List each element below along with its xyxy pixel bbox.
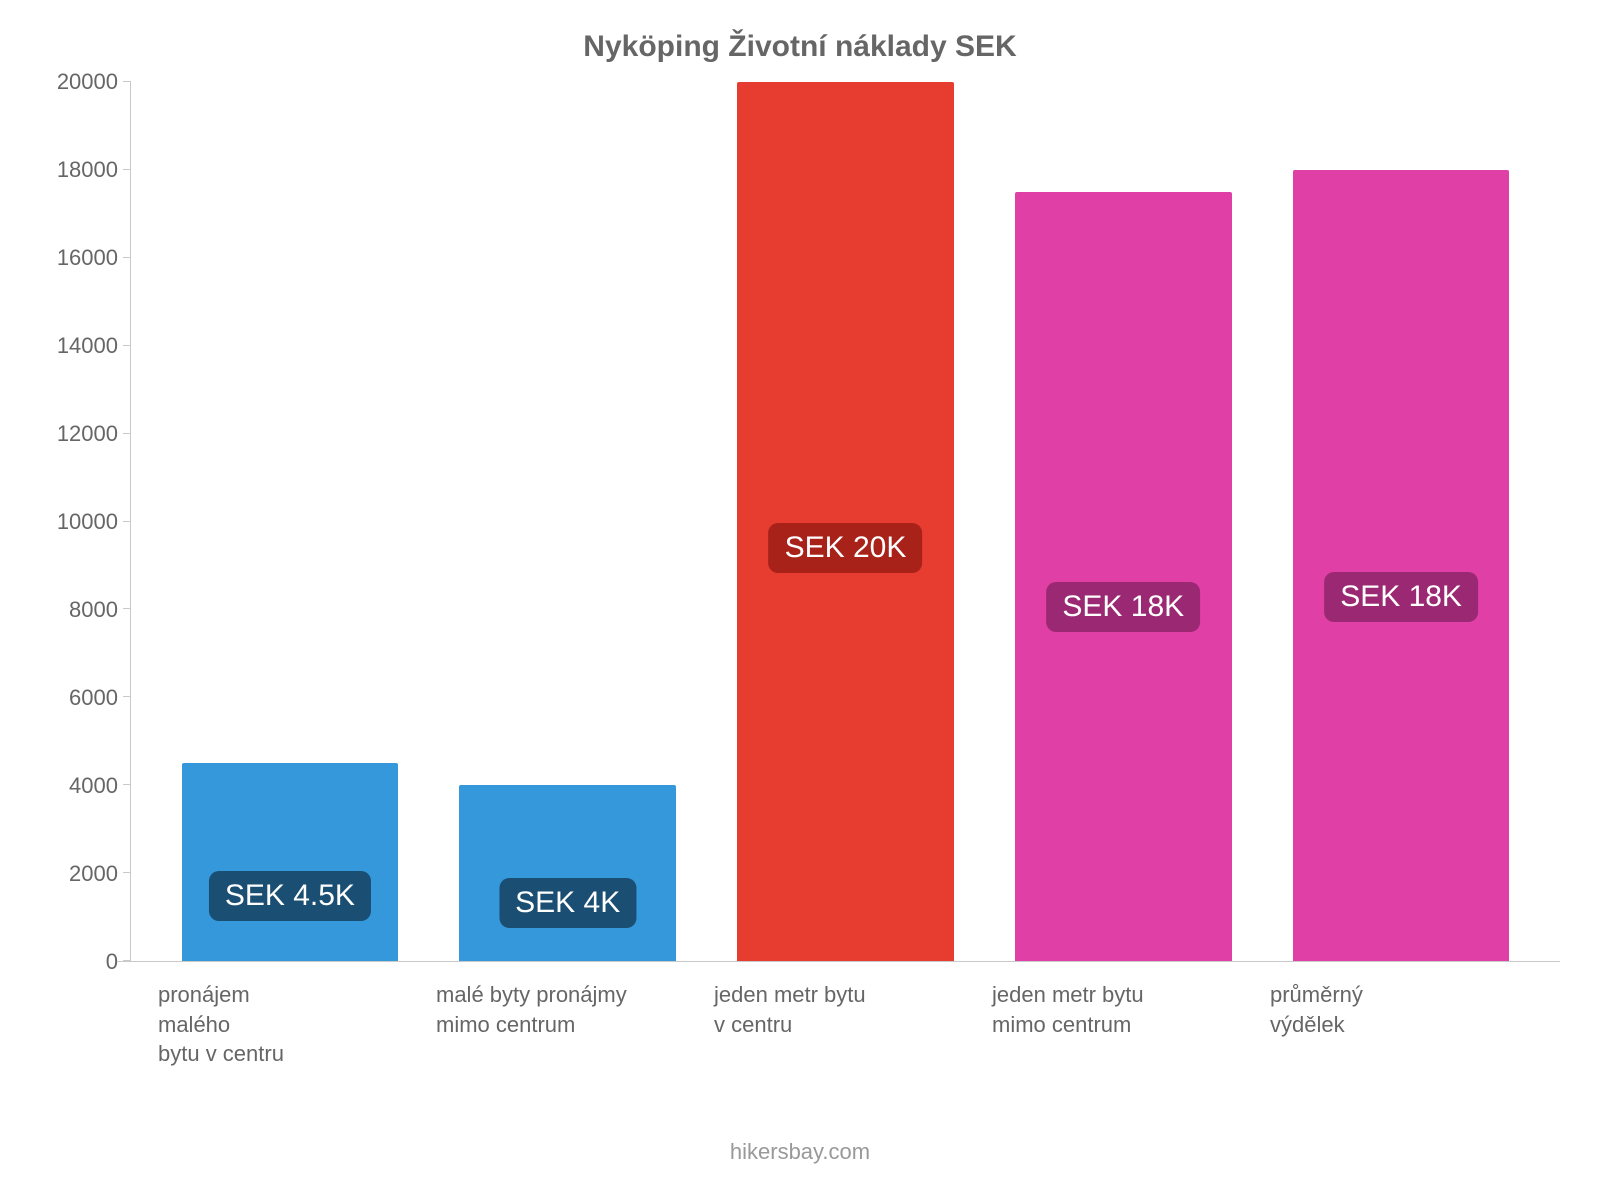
y-tick-mark bbox=[123, 696, 131, 697]
y-tick-label: 4000 bbox=[69, 773, 118, 799]
y-tick-label: 18000 bbox=[57, 157, 118, 183]
bar-value-label: SEK 20K bbox=[769, 523, 923, 573]
chart-container: Nyköping Životní náklady SEK 0 2000 4000 60… bbox=[0, 0, 1600, 1200]
y-tick-mark bbox=[123, 872, 131, 873]
bar-slot: SEK 18K bbox=[984, 82, 1262, 961]
bar-slot: SEK 4.5K bbox=[151, 82, 429, 961]
plot-area: SEK 4.5K SEK 4K SEK 20K SEK 18K SEK 18K bbox=[130, 82, 1560, 962]
y-tick-mark bbox=[123, 81, 131, 82]
y-tick-label: 0 bbox=[106, 949, 118, 975]
y-tick-label: 6000 bbox=[69, 685, 118, 711]
y-tick-label: 20000 bbox=[57, 69, 118, 95]
y-tick-label: 12000 bbox=[57, 421, 118, 447]
y-tick-mark bbox=[123, 169, 131, 170]
x-tick-label: jeden metr bytu v centru bbox=[706, 980, 984, 1069]
chart-title: Nyköping Životní náklady SEK bbox=[40, 30, 1560, 64]
bar-value-label: SEK 4.5K bbox=[209, 871, 371, 921]
x-axis: pronájem malého bytu v centrumalé byty p… bbox=[40, 962, 1560, 1069]
y-tick-label: 14000 bbox=[57, 333, 118, 359]
y-tick-label: 2000 bbox=[69, 861, 118, 887]
y-tick-mark bbox=[123, 433, 131, 434]
attribution: hikersbay.com bbox=[40, 1139, 1560, 1165]
bar-value-label: SEK 18K bbox=[1046, 582, 1200, 632]
x-tick-label: malé byty pronájmy mimo centrum bbox=[428, 980, 706, 1069]
bar: SEK 4.5K bbox=[182, 763, 399, 961]
y-tick-mark bbox=[123, 521, 131, 522]
bar: SEK 18K bbox=[1293, 170, 1510, 961]
axis-baseline-extension bbox=[117, 961, 131, 962]
y-tick-mark bbox=[123, 784, 131, 785]
y-tick-mark bbox=[123, 257, 131, 258]
plot-row: 0200040006000800010000120001400016000180… bbox=[40, 82, 1560, 962]
y-tick-label: 8000 bbox=[69, 597, 118, 623]
x-tick-label: průměrný výdělek bbox=[1262, 980, 1540, 1069]
bars-group: SEK 4.5K SEK 4K SEK 20K SEK 18K SEK 18K bbox=[131, 82, 1560, 961]
bar: SEK 18K bbox=[1015, 192, 1232, 961]
bar-slot: SEK 4K bbox=[429, 82, 707, 961]
bar: SEK 4K bbox=[459, 785, 676, 961]
y-tick-label: 16000 bbox=[57, 245, 118, 271]
bar-slot: SEK 18K bbox=[1262, 82, 1540, 961]
bar-slot: SEK 20K bbox=[707, 82, 985, 961]
y-tick-mark bbox=[123, 608, 131, 609]
bar-value-label: SEK 18K bbox=[1324, 572, 1478, 622]
y-tick-label: 10000 bbox=[57, 509, 118, 535]
y-axis: 0200040006000800010000120001400016000180… bbox=[40, 82, 130, 962]
bar-value-label: SEK 4K bbox=[499, 878, 636, 928]
x-tick-label: pronájem malého bytu v centru bbox=[150, 980, 428, 1069]
bar: SEK 20K bbox=[737, 82, 954, 961]
y-tick-mark bbox=[123, 345, 131, 346]
y-tick-mark bbox=[123, 960, 131, 961]
x-tick-label: jeden metr bytu mimo centrum bbox=[984, 980, 1262, 1069]
